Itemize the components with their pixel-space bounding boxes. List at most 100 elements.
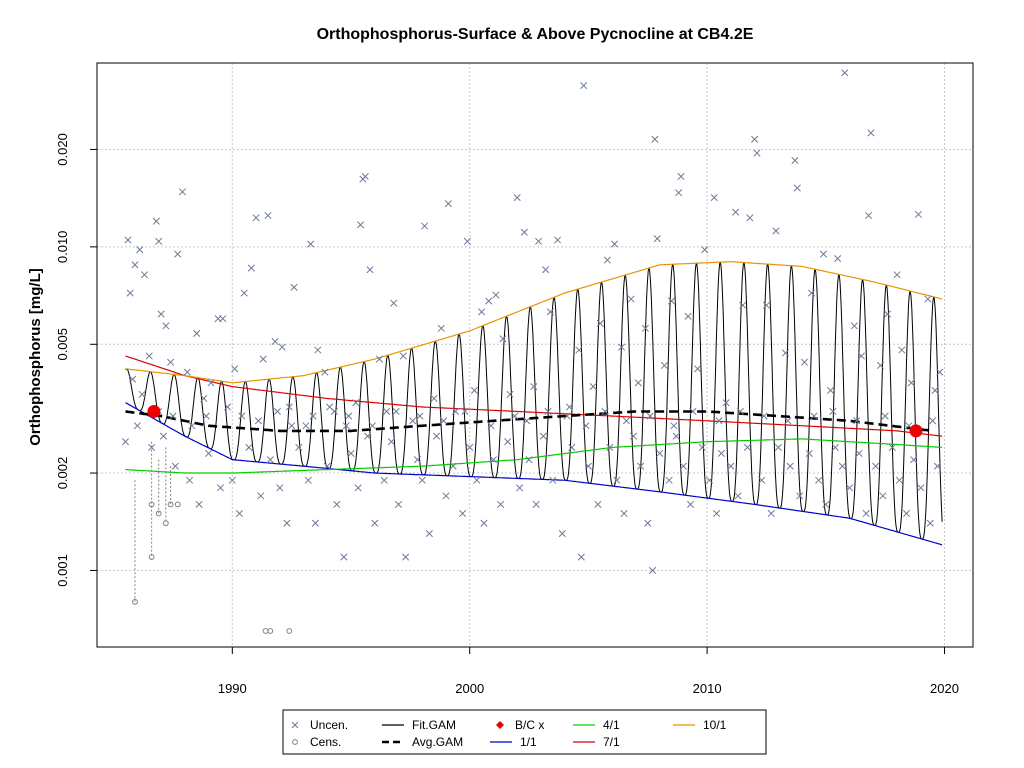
censored-point: [286, 628, 293, 634]
point-stroke: [271, 337, 279, 346]
uncensored-point: [371, 519, 379, 527]
uncensored-point: [582, 422, 590, 430]
uncensored-point: [273, 407, 281, 416]
legend-label: Fit.GAM: [412, 718, 456, 732]
point-stroke: [451, 407, 460, 416]
uncensored-point: [672, 432, 680, 440]
point-stroke: [390, 299, 398, 307]
uncensored-point: [200, 394, 208, 403]
uncensored-point: [309, 412, 317, 420]
point-stroke: [613, 476, 621, 484]
uncensored-point: [345, 412, 353, 420]
uncensored-point: [437, 324, 445, 332]
legend-item-b-c-x: B/C x: [496, 718, 544, 732]
uncensored-point: [936, 368, 944, 376]
point-stroke: [622, 417, 630, 425]
point-stroke: [489, 456, 498, 464]
point-stroke: [701, 246, 709, 254]
uncensored-point: [584, 462, 592, 470]
point-stroke: [879, 492, 887, 500]
uncensored-point: [544, 407, 552, 416]
uncensored-point: [736, 407, 744, 416]
uncensored-point: [169, 412, 177, 420]
point-stroke: [254, 417, 262, 425]
uncensored-point: [326, 403, 334, 411]
point-stroke: [207, 379, 215, 387]
uncensored-point: [480, 519, 488, 527]
point-stroke: [656, 449, 664, 457]
uncensored-point: [487, 422, 495, 430]
uncensored-point: [516, 484, 524, 492]
point-stroke: [926, 519, 934, 527]
point-stroke: [421, 222, 429, 230]
uncensored-point: [205, 449, 213, 457]
censored-point: [162, 447, 169, 527]
censored-point: [132, 480, 138, 605]
point-stroke: [584, 462, 592, 470]
point-stroke: [195, 500, 203, 508]
uncensored-point: [478, 308, 486, 316]
uncensored-point: [124, 236, 132, 244]
point-stroke: [333, 500, 341, 508]
point-stroke: [805, 449, 813, 457]
point-stroke: [634, 379, 642, 387]
uncensored-point: [539, 432, 547, 440]
uncensored-point: [314, 346, 322, 354]
uncensored-point: [133, 422, 141, 430]
point-stroke: [784, 417, 792, 425]
uncensored-point: [499, 335, 507, 343]
uncensored-point: [589, 383, 597, 391]
point-stroke: [853, 417, 861, 425]
uncensored-point: [722, 399, 730, 407]
point-stroke: [933, 462, 941, 470]
uncensored-point: [224, 403, 232, 411]
point-stroke: [646, 412, 654, 420]
point-stroke: [162, 322, 170, 330]
uncensored-point: [618, 343, 626, 351]
point-stroke: [340, 553, 348, 561]
grid: [97, 63, 973, 647]
uncensored-point: [304, 476, 312, 484]
uncensored-point: [791, 156, 799, 164]
point-stroke: [539, 432, 547, 440]
point-stroke: [366, 266, 374, 274]
uncensored-point: [513, 194, 521, 202]
point-stroke: [698, 443, 706, 451]
point-stroke: [641, 324, 649, 332]
point-stroke: [800, 358, 809, 366]
uncensored-point: [238, 412, 246, 420]
uncensored-point: [140, 271, 149, 279]
uncensored-point: [838, 462, 846, 470]
uncensored-point: [646, 412, 654, 420]
uncensored-point: [523, 417, 531, 425]
point-stroke: [302, 422, 310, 430]
point-stroke: [138, 390, 146, 398]
point-stroke: [910, 456, 918, 464]
uncensored-point: [746, 214, 754, 222]
point-stroke: [133, 422, 141, 430]
uncensored-point: [580, 82, 588, 90]
point-stroke: [732, 208, 740, 216]
uncensored-point: [207, 379, 215, 387]
chart-title: Orthophosphorus-Surface & Above Pycnocli…: [317, 26, 754, 43]
uncensored-point: [705, 476, 714, 484]
uncensored-point: [252, 214, 260, 222]
point-stroke: [667, 297, 676, 305]
uncensored-point: [162, 322, 170, 330]
uncensored-point: [390, 299, 398, 307]
point-stroke: [589, 383, 597, 391]
point-stroke: [497, 500, 505, 508]
point-stroke: [485, 297, 493, 305]
uncensored-point: [805, 449, 813, 457]
uncensored-point: [715, 417, 723, 425]
uncensored-point: [383, 407, 391, 416]
uncensored-point: [644, 519, 652, 527]
uncensored-point: [815, 476, 823, 484]
point-stroke: [470, 386, 479, 394]
uncensored-point: [827, 386, 835, 394]
x-tick-label: 1990: [218, 681, 247, 696]
point-stroke: [705, 476, 714, 484]
uncensored-point: [784, 417, 792, 425]
point-stroke: [387, 438, 395, 446]
uncensored-point: [917, 484, 925, 492]
